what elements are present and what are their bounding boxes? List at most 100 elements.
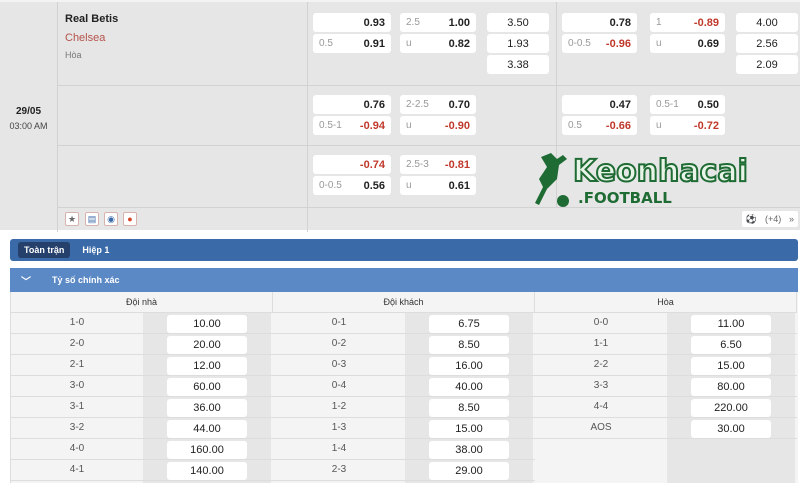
odds-hdp-box[interactable]: 0.76	[313, 95, 391, 114]
section-title: Tỷ số chính xác	[52, 275, 120, 285]
handicap-line: u	[656, 38, 662, 49]
odds-x12-box[interactable]: 3.38	[487, 55, 549, 74]
odds-ou-box[interactable]: u 0.82	[400, 34, 476, 53]
odds-value: 0.50	[697, 98, 719, 111]
score-row: 3-0 60.00	[11, 376, 273, 397]
odds-hdp-box[interactable]: 0.5-1 -0.94	[313, 116, 391, 135]
score-label: 3-0	[69, 380, 85, 391]
column-header: Đội nhà	[11, 292, 273, 313]
odds-ou-box[interactable]: 2-2.5 0.70	[400, 95, 476, 114]
svg-text:Keonhacai: Keonhacai	[573, 154, 748, 189]
star-icon[interactable]: ★	[65, 212, 79, 226]
odds-value: 0.47	[609, 98, 631, 111]
score-odds-button[interactable]: 80.00	[691, 378, 771, 396]
score-odds-button[interactable]: 6.75	[429, 315, 509, 333]
score-odds-button[interactable]: 6.50	[691, 336, 771, 354]
score-row: 2-1 12.00	[11, 355, 273, 376]
odds-value: 0.76	[363, 98, 385, 111]
odds-ou-box[interactable]: u 0.61	[400, 176, 476, 195]
chevron-down-icon[interactable]: ﹀	[21, 276, 31, 288]
eye-icon[interactable]: ◉	[104, 212, 118, 226]
handicap-line: 0-0.5	[319, 180, 342, 191]
odds-x12-h1-box[interactable]: 2.09	[736, 55, 798, 74]
score-odds-button[interactable]: 8.50	[429, 399, 509, 417]
match-date: 29/05	[15, 106, 42, 117]
handicap-line: u	[406, 38, 412, 49]
score-odds-button[interactable]: 160.00	[167, 441, 247, 459]
score-label: 4-1	[69, 464, 85, 475]
score-row: 0-1 6.75	[273, 313, 535, 334]
section-header-correct-score[interactable]: ﹀ Tỷ số chính xác	[10, 268, 798, 292]
handicap-line: u	[406, 120, 412, 131]
score-odds-button[interactable]: 29.00	[429, 462, 509, 480]
odds-hdp-h1-box[interactable]: 0.78	[562, 13, 637, 32]
handicap-line: 1	[656, 17, 662, 28]
score-odds-button[interactable]: 20.00	[167, 336, 247, 354]
score-odds-button[interactable]: 36.00	[167, 399, 247, 417]
score-row: 1-3 15.00	[273, 418, 535, 439]
odds-value: 3.50	[507, 16, 529, 29]
odds-value: -0.81	[444, 158, 470, 171]
score-row: 2-3 29.00	[273, 460, 535, 481]
odds-x12-h1-box[interactable]: 4.00	[736, 13, 798, 32]
score-row: 0-4 40.00	[273, 376, 535, 397]
score-label: 3-1	[69, 401, 85, 412]
score-odds-button[interactable]: 8.50	[429, 336, 509, 354]
svg-text:.FOOTBALL: .FOOTBALL	[578, 189, 672, 207]
score-label: 1-4	[331, 443, 347, 454]
score-odds-button[interactable]: 140.00	[167, 462, 247, 480]
score-odds-button[interactable]: 44.00	[167, 420, 247, 438]
odds-hdp-h1-box[interactable]: 0-0.5 -0.96	[562, 34, 637, 53]
score-row: 1-2 8.50	[273, 397, 535, 418]
score-odds-button[interactable]: 30.00	[691, 420, 771, 438]
fire-icon[interactable]: ●	[123, 212, 137, 226]
odds-ou-box[interactable]: 2.5-3 -0.81	[400, 155, 476, 174]
odds-ou-h1-box[interactable]: 1 -0.89	[650, 13, 725, 32]
score-odds-button[interactable]: 220.00	[691, 399, 771, 417]
odds-hdp-box[interactable]: 0.93	[313, 13, 391, 32]
odds-hdp-box[interactable]: 0.5 0.91	[313, 34, 391, 53]
odds-hdp-box[interactable]: -0.74	[313, 155, 391, 174]
odds-value: 0.56	[363, 179, 385, 192]
match-time: 03:00 AM	[9, 121, 48, 131]
score-label: 0-1	[331, 317, 347, 328]
score-row: 4-1 140.00	[11, 460, 273, 481]
away-team[interactable]: Chelsea	[65, 32, 106, 44]
odds-hdp-box[interactable]: 0-0.5 0.56	[313, 176, 391, 195]
more-count: (+4)	[764, 214, 782, 224]
odds-ou-h1-box[interactable]: u 0.69	[650, 34, 725, 53]
score-label: 0-4	[331, 380, 347, 391]
score-row: 4-4 220.00	[535, 397, 797, 418]
stats-icon[interactable]: ▤	[85, 212, 99, 226]
odds-ou-h1-box[interactable]: u -0.72	[650, 116, 725, 135]
handicap-line: 0.5-1	[656, 99, 679, 110]
handicap-line: 2.5	[406, 17, 420, 28]
chevron-double-down-icon: »	[789, 214, 795, 224]
odds-hdp-h1-box[interactable]: 0.5 -0.66	[562, 116, 637, 135]
odds-value: 2.56	[756, 37, 778, 50]
handicap-line: 0-0.5	[568, 38, 591, 49]
odds-hdp-h1-box[interactable]: 0.47	[562, 95, 637, 114]
odds-ou-box[interactable]: u -0.90	[400, 116, 476, 135]
score-odds-button[interactable]: 12.00	[167, 357, 247, 375]
odds-value: 0.61	[448, 179, 470, 192]
score-odds-button[interactable]: 15.00	[429, 420, 509, 438]
odds-ou-h1-box[interactable]: 0.5-1 0.50	[650, 95, 725, 114]
odds-ou-box[interactable]: 2.5 1.00	[400, 13, 476, 32]
score-odds-button[interactable]: 40.00	[429, 378, 509, 396]
odds-x12-box[interactable]: 1.93	[487, 34, 549, 53]
handicap-line: 2.5-3	[406, 159, 429, 170]
tab-first-half[interactable]: Hiệp 1	[82, 245, 110, 255]
score-odds-button[interactable]: 38.00	[429, 441, 509, 459]
more-markets-button[interactable]: ⚽ (+4) »	[742, 211, 798, 227]
score-odds-button[interactable]: 60.00	[167, 378, 247, 396]
score-row: 0-0 11.00	[535, 313, 797, 334]
score-odds-button[interactable]: 16.00	[429, 357, 509, 375]
score-odds-button[interactable]: 10.00	[167, 315, 247, 333]
home-team[interactable]: Real Betis	[65, 13, 119, 25]
odds-x12-box[interactable]: 3.50	[487, 13, 549, 32]
tab-full-match[interactable]: Toàn trận	[18, 242, 71, 258]
score-odds-button[interactable]: 11.00	[691, 315, 771, 333]
odds-x12-h1-box[interactable]: 2.56	[736, 34, 798, 53]
score-odds-button[interactable]: 15.00	[691, 357, 771, 375]
